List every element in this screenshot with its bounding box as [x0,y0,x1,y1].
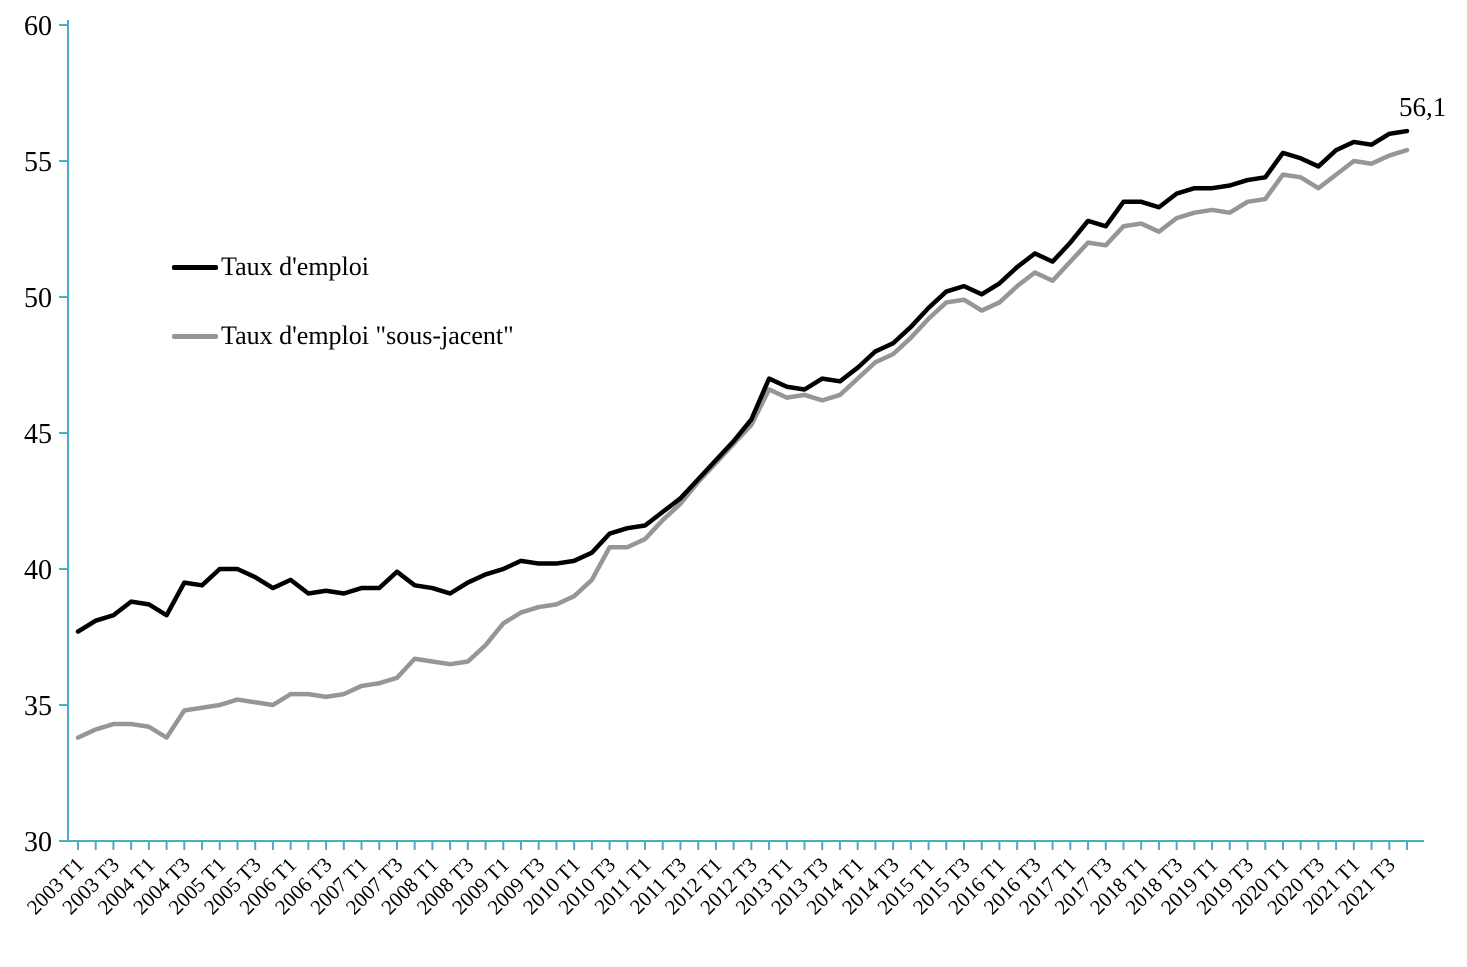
y-tick-label: 55 [24,147,52,178]
series-line-taux-d-emploi-sous-jacent- [75,147,1410,740]
legend: Taux d'emploi Taux d'emploi "sous-jacent… [172,250,514,388]
y-tick-label: 30 [24,827,52,858]
legend-label-taux-emploi: Taux d'emploi [221,252,370,281]
y-tick-label: 35 [24,691,52,722]
legend-item-taux-emploi: Taux d'emploi [172,250,514,284]
series-line-taux-d-emploi [75,128,1410,634]
legend-label-taux-emploi-sous-jacent: Taux d'emploi "sous-jacent" [221,321,514,350]
legend-swatch [172,333,218,339]
y-tick-label: 40 [24,555,52,586]
legend-swatch [172,264,218,270]
y-tick-label: 45 [24,419,52,450]
y-tick-label: 60 [24,11,52,42]
y-tick-label: 50 [24,283,52,314]
end-value-label: 56,1 [1399,92,1447,122]
legend-item-taux-emploi-sous-jacent: Taux d'emploi "sous-jacent" [172,319,514,353]
